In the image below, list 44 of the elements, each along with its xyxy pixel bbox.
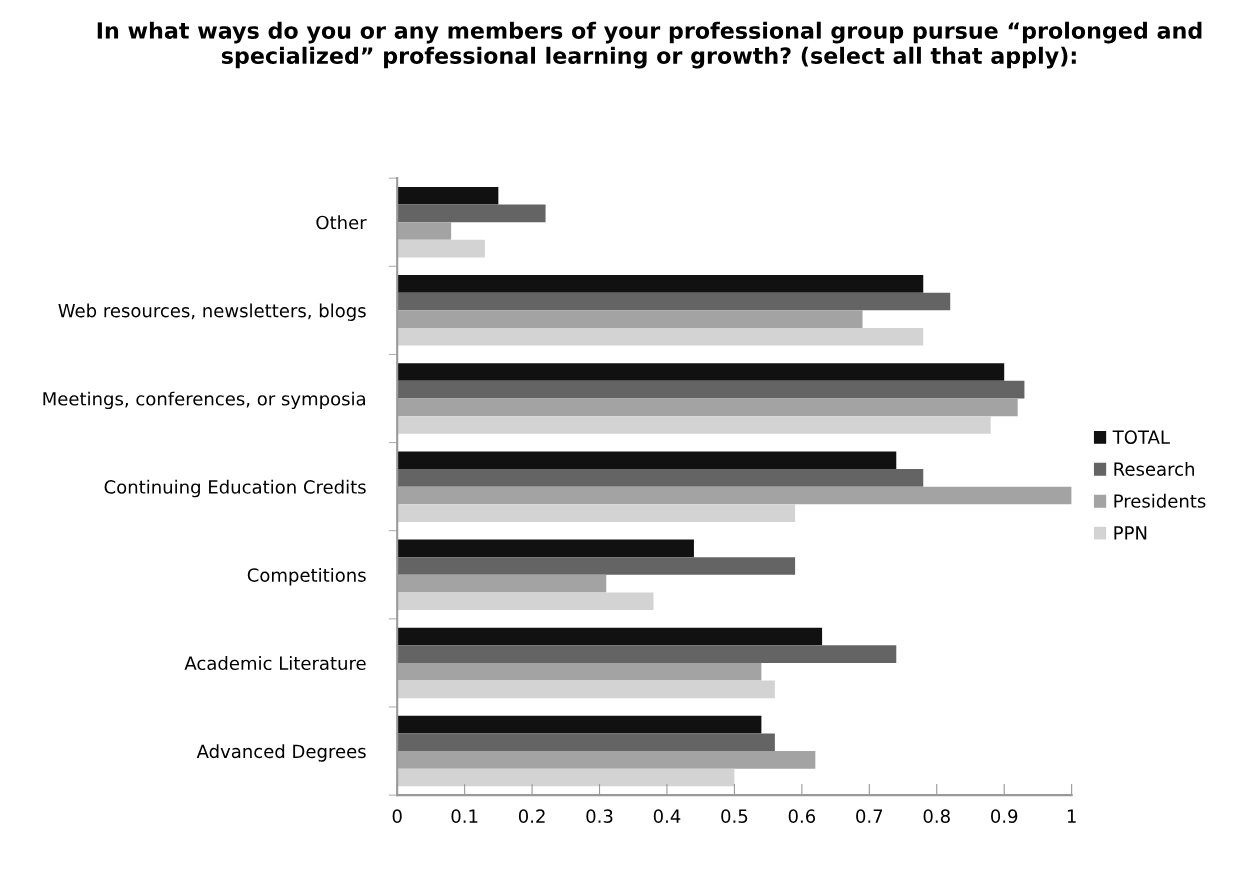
bar	[397, 275, 924, 293]
legend-label: PPN	[1114, 526, 1147, 540]
bar	[397, 504, 796, 522]
bar	[397, 186, 499, 205]
y-tick-label: Competitions	[247, 567, 366, 586]
bar	[397, 204, 546, 223]
x-tick-label: 0.9	[991, 809, 1018, 823]
bar	[397, 539, 694, 558]
x-tick-label: 0.7	[856, 809, 883, 823]
bar	[397, 557, 796, 575]
bar	[397, 451, 897, 470]
x-tick-label: 0.1	[451, 809, 478, 823]
bar	[397, 416, 991, 434]
x-tick-label: 0.5	[721, 809, 748, 823]
y-tick-label: Academic Literature	[184, 656, 366, 671]
x-tick-label: 0.2	[518, 809, 545, 823]
x-tick-label: 0	[392, 809, 402, 823]
x-tick-label: 1	[1067, 809, 1076, 823]
y-tick-label: Other	[316, 215, 367, 230]
bar	[397, 627, 823, 646]
bar	[397, 239, 485, 258]
bar	[397, 715, 762, 734]
x-tick-label: 0.4	[653, 809, 681, 823]
y-tick-label: Meetings, conferences, or symposia	[43, 391, 365, 410]
bar	[397, 292, 951, 311]
legend-label: Presidents	[1114, 493, 1206, 508]
chart-title: In what ways do you or any members of your professional group pursue “prolonged and specialized” professional learning or growth? (select all that apply):	[97, 21, 1202, 69]
bar	[397, 680, 775, 699]
bar	[397, 645, 897, 663]
bar	[397, 363, 1005, 381]
bar	[397, 380, 1025, 399]
bar	[397, 733, 775, 752]
x-tick-label: 0.3	[586, 809, 613, 823]
y-tick-label: Web resources, newsletters, blogs	[58, 303, 366, 321]
y-tick-label: Advanced Degrees	[196, 744, 366, 762]
bar	[397, 327, 924, 346]
x-tick-label: 0.8	[923, 809, 950, 823]
x-tick-label: 0.6	[788, 809, 816, 823]
legend-label: TOTAL	[1112, 430, 1170, 444]
legend-label: Research	[1114, 461, 1194, 476]
bar	[397, 768, 735, 787]
bar	[397, 592, 654, 611]
y-tick-label: Continuing Education Credits	[104, 479, 366, 498]
bar	[397, 469, 924, 487]
